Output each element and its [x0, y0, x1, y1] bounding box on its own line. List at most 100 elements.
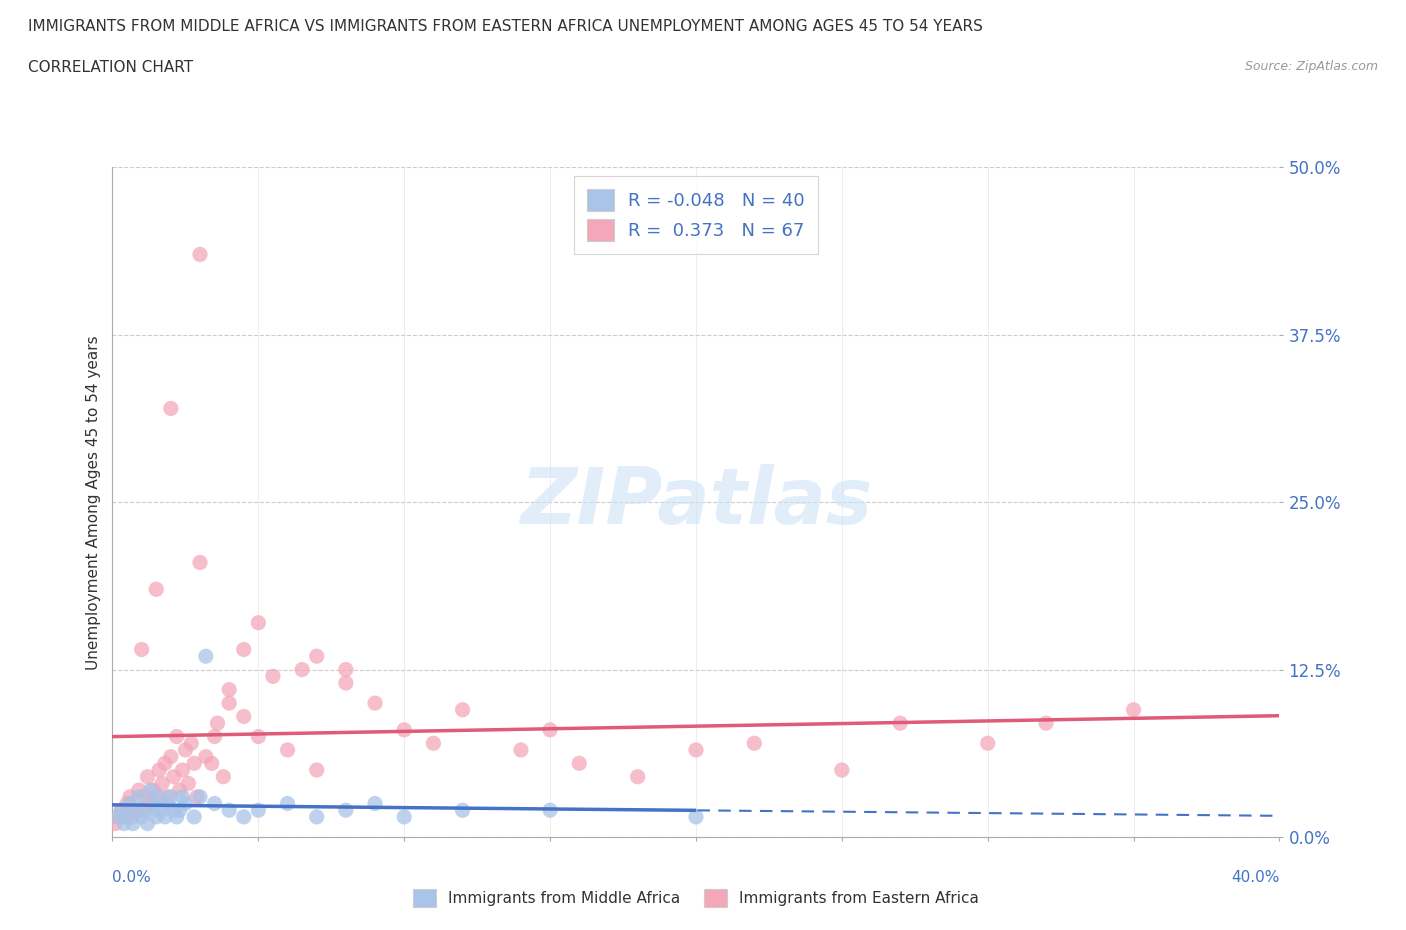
Point — [685, 742, 707, 757]
Text: 40.0%: 40.0% — [1232, 870, 1279, 884]
Point — [218, 683, 240, 698]
Point — [145, 803, 167, 817]
Point — [169, 783, 191, 798]
Y-axis label: Unemployment Among Ages 45 to 54 years: Unemployment Among Ages 45 to 54 years — [86, 335, 101, 670]
Point — [204, 796, 226, 811]
Point — [276, 742, 298, 757]
Point — [172, 790, 194, 804]
Point — [139, 796, 162, 811]
Point — [107, 809, 129, 824]
Point — [831, 763, 853, 777]
Point — [1122, 702, 1144, 717]
Point — [110, 803, 132, 817]
Point — [538, 723, 561, 737]
Point — [276, 796, 298, 811]
Point — [262, 669, 284, 684]
Point — [112, 817, 135, 831]
Point — [183, 809, 205, 824]
Point — [136, 769, 159, 784]
Text: IMMIGRANTS FROM MIDDLE AFRICA VS IMMIGRANTS FROM EASTERN AFRICA UNEMPLOYMENT AMO: IMMIGRANTS FROM MIDDLE AFRICA VS IMMIGRA… — [28, 19, 983, 33]
Point — [451, 803, 474, 817]
Point — [136, 817, 159, 831]
Point — [207, 716, 229, 731]
Point — [153, 756, 176, 771]
Point — [131, 642, 153, 657]
Point — [142, 796, 165, 811]
Point — [247, 729, 270, 744]
Point — [172, 763, 194, 777]
Point — [305, 649, 328, 664]
Point — [134, 790, 156, 804]
Point — [538, 803, 561, 817]
Point — [685, 809, 707, 824]
Point — [212, 769, 235, 784]
Point — [889, 716, 911, 731]
Point — [110, 803, 132, 817]
Point — [118, 796, 141, 811]
Point — [364, 696, 387, 711]
Point — [142, 783, 165, 798]
Point — [392, 809, 416, 824]
Point — [145, 582, 167, 597]
Point — [125, 803, 148, 817]
Point — [335, 803, 357, 817]
Point — [148, 790, 170, 804]
Text: ZIPatlas: ZIPatlas — [520, 464, 872, 540]
Point — [125, 803, 148, 817]
Point — [976, 736, 998, 751]
Point — [166, 809, 188, 824]
Point — [122, 809, 145, 824]
Point — [186, 790, 208, 804]
Text: CORRELATION CHART: CORRELATION CHART — [28, 60, 193, 75]
Text: Source: ZipAtlas.com: Source: ZipAtlas.com — [1244, 60, 1378, 73]
Point — [247, 803, 270, 817]
Point — [104, 817, 127, 831]
Point — [128, 790, 150, 804]
Point — [128, 783, 150, 798]
Point — [364, 796, 387, 811]
Point — [568, 756, 591, 771]
Point — [218, 696, 240, 711]
Point — [194, 750, 217, 764]
Point — [122, 817, 145, 831]
Point — [305, 809, 328, 824]
Point — [174, 742, 197, 757]
Point — [194, 649, 217, 664]
Point — [169, 803, 191, 817]
Point — [392, 723, 416, 737]
Point — [131, 803, 153, 817]
Point — [166, 729, 188, 744]
Point — [232, 642, 254, 657]
Point — [626, 769, 648, 784]
Point — [156, 790, 179, 804]
Point — [160, 790, 183, 804]
Point — [115, 796, 138, 811]
Point — [188, 247, 211, 262]
Point — [115, 809, 138, 824]
Point — [150, 776, 173, 790]
Point — [177, 776, 200, 790]
Point — [156, 796, 179, 811]
Point — [422, 736, 444, 751]
Point — [180, 736, 202, 751]
Point — [335, 675, 357, 690]
Point — [131, 809, 153, 824]
Point — [204, 729, 226, 744]
Point — [335, 662, 357, 677]
Legend: Immigrants from Middle Africa, Immigrants from Eastern Africa: Immigrants from Middle Africa, Immigrant… — [404, 880, 988, 916]
Point — [145, 790, 167, 804]
Point — [247, 616, 270, 631]
Point — [291, 662, 314, 677]
Point — [163, 769, 186, 784]
Point — [118, 790, 141, 804]
Point — [148, 763, 170, 777]
Point — [163, 803, 186, 817]
Point — [451, 702, 474, 717]
Point — [107, 809, 129, 824]
Point — [232, 809, 254, 824]
Point — [160, 750, 183, 764]
Point — [509, 742, 531, 757]
Point — [139, 783, 162, 798]
Point — [742, 736, 765, 751]
Point — [112, 809, 135, 824]
